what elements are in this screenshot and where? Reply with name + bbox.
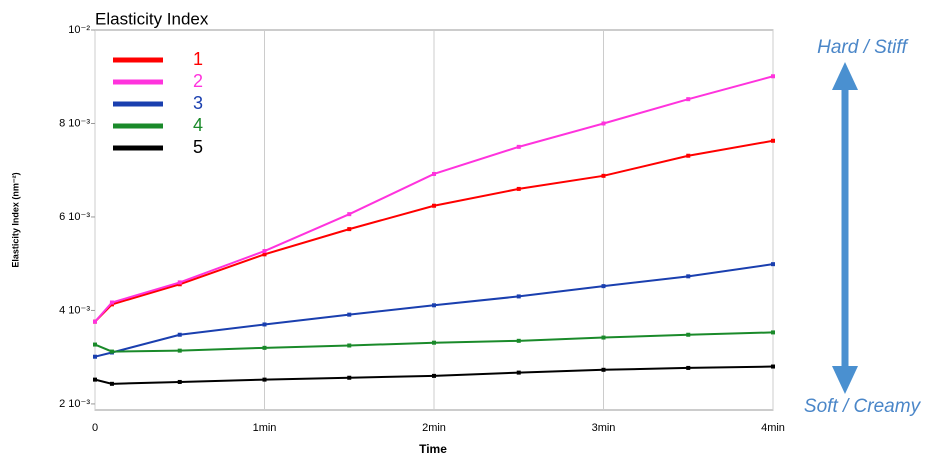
point [771,138,775,143]
point [177,379,182,384]
point [347,227,352,232]
y-tick-label: 2 10⁻³ [59,398,90,410]
x-tick-label: 2min [422,422,446,434]
legend-label: 2 [193,71,203,91]
y-tick-label: 4 10⁻³ [59,304,90,316]
y-axis-title: Elasticity Index (nm⁻²) [10,172,20,267]
series-line [94,75,774,323]
point [109,381,114,386]
x-tick-label: 3min [592,422,616,434]
point [177,332,182,337]
legend-label: 4 [193,115,203,135]
series-line [94,365,774,385]
point [516,370,521,375]
point [516,144,521,149]
point [432,373,436,378]
point [432,303,436,308]
x-tick-label: 1min [253,422,277,434]
annotation: Soft / Creamy [804,396,922,417]
point [771,364,775,369]
point [516,294,521,299]
point [516,338,521,343]
x-tick-label: 0 [92,422,98,434]
point [686,332,691,337]
chart-title: Elasticity Index [95,9,209,28]
point [771,330,775,335]
x-tick-label: 4min [761,422,785,434]
point [262,345,267,350]
series-line [94,263,774,358]
point [109,300,114,305]
point [432,340,436,345]
point [93,377,97,382]
point [686,365,691,370]
point [686,153,691,158]
point [347,375,352,380]
point [771,262,775,267]
point [262,252,267,257]
legend-label: 1 [193,49,203,69]
point [93,342,97,347]
double-arrow [832,62,858,394]
point [93,319,97,324]
point [686,97,691,102]
point [601,173,606,178]
point [432,203,436,208]
point [601,284,606,289]
legend-label: 3 [193,93,203,113]
point [347,343,352,348]
y-tick-label: 10⁻² [68,24,90,36]
point [109,349,114,354]
series-line [94,331,774,353]
series-line [94,139,774,323]
point [601,121,606,126]
point [262,249,267,254]
point [262,322,267,327]
legend-label: 5 [193,137,203,157]
point [177,348,182,353]
y-tick-label: 8 10⁻³ [59,117,90,129]
point [601,367,606,372]
point [432,171,436,176]
annotation: Hard / Stiff [817,37,908,58]
point [347,312,352,317]
y-tick-label: 6 10⁻³ [59,211,90,223]
point [601,335,606,340]
x-axis-title: Time [419,442,447,456]
point [262,377,267,382]
point [177,280,182,285]
point [93,354,97,359]
point [686,274,691,279]
point [516,186,521,191]
point [771,74,775,79]
point [347,212,352,217]
